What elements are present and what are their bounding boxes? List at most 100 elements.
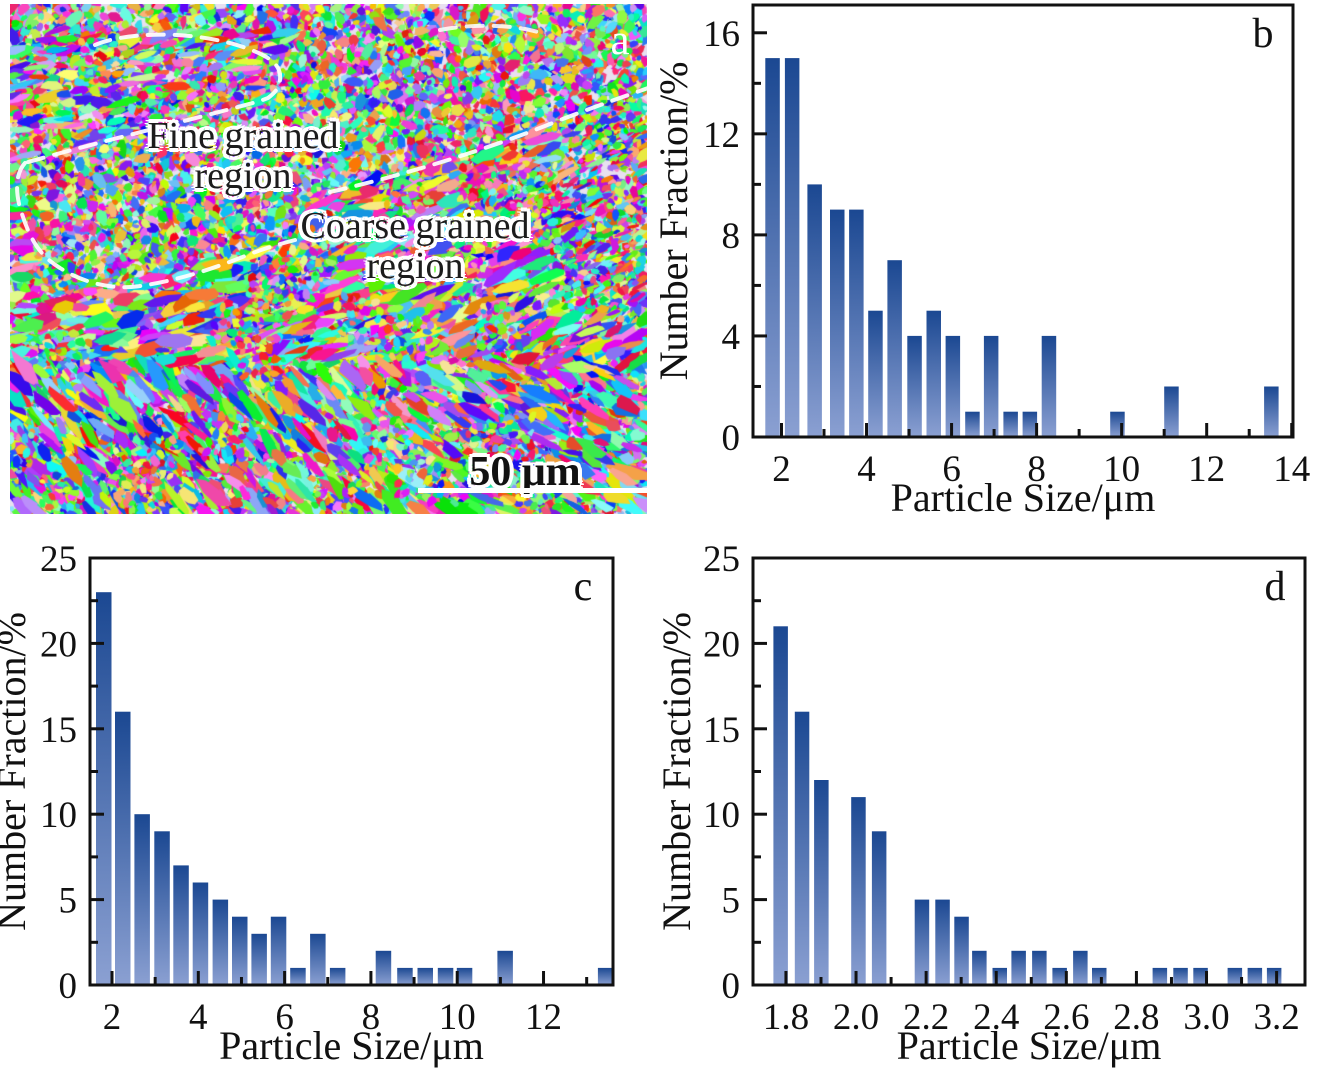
histogram-bar xyxy=(887,260,902,437)
histogram-bar xyxy=(1193,967,1208,985)
x-axis-label: Particle Size/μm xyxy=(891,475,1156,520)
y-tick-label: 15 xyxy=(703,710,740,751)
y-tick-label: 5 xyxy=(59,881,78,922)
histogram-bar xyxy=(1092,967,1107,985)
histogram-bar xyxy=(992,967,1007,985)
histogram-bar xyxy=(773,626,788,985)
histogram-bar xyxy=(945,335,961,437)
x-tick-label: 3.2 xyxy=(1253,997,1299,1038)
histogram-bar xyxy=(1041,335,1057,437)
histogram-bar xyxy=(1164,386,1179,437)
histogram-bar xyxy=(1173,967,1188,985)
histogram-bar xyxy=(497,950,513,985)
histogram-bar xyxy=(907,335,922,437)
fine-region-boundary-top-dashes xyxy=(438,23,540,34)
histogram-bar xyxy=(1011,950,1026,985)
histogram-bar xyxy=(765,58,780,437)
x-tick-label: 12 xyxy=(525,997,562,1038)
y-tick-label: 20 xyxy=(703,624,740,665)
histogram-bar xyxy=(954,916,969,985)
histogram-bar xyxy=(212,899,229,985)
x-tick-label: 10 xyxy=(439,997,476,1038)
histogram-bar xyxy=(807,184,822,437)
x-tick-label: 2.4 xyxy=(973,997,1019,1038)
y-tick-label: 10 xyxy=(40,795,77,836)
histogram-bar xyxy=(1073,950,1088,985)
y-tick-label: 8 xyxy=(722,216,741,257)
fine-region-boundary-top-arc xyxy=(23,32,283,165)
x-tick-label: 2.0 xyxy=(833,997,879,1038)
histogram-bar xyxy=(1247,967,1263,985)
y-tick-label: 0 xyxy=(59,966,78,1007)
histogram-bar xyxy=(251,933,267,985)
x-tick-label: 2 xyxy=(103,997,122,1038)
panel-letter-a: a xyxy=(610,17,630,64)
x-tick-label: 10 xyxy=(1103,449,1140,490)
y-tick-label: 16 xyxy=(703,14,740,55)
histogram-bar xyxy=(375,950,392,985)
histogram-bar xyxy=(1022,411,1038,437)
y-tick-label: 4 xyxy=(722,317,741,358)
histogram-bar xyxy=(154,831,170,985)
coarse-label-line2: region xyxy=(366,245,464,288)
x-tick-label: 2.6 xyxy=(1043,997,1089,1038)
plot-frame xyxy=(751,556,1307,987)
histogram-bar xyxy=(1264,386,1279,437)
histogram-bar xyxy=(192,882,209,985)
histogram-bar xyxy=(310,933,326,985)
y-axis-label: Number Fraction/% xyxy=(660,62,696,381)
histogram-bar xyxy=(1227,967,1243,985)
histogram-bar xyxy=(597,967,614,985)
y-tick-label: 20 xyxy=(40,624,77,665)
x-tick-label: 14 xyxy=(1273,449,1310,490)
histogram-bar xyxy=(871,831,887,985)
x-tick-label: 12 xyxy=(1188,449,1225,490)
x-tick-label: 2 xyxy=(772,449,791,490)
fine-region-boundary-lower-diagonal xyxy=(328,86,647,194)
histogram-bar xyxy=(784,58,800,437)
histogram-bar xyxy=(972,950,987,985)
x-tick-label: 2.2 xyxy=(903,997,949,1038)
y-tick-label: 10 xyxy=(703,795,740,836)
histogram-bar xyxy=(417,967,433,985)
histogram-bar xyxy=(232,916,248,985)
x-tick-label: 6 xyxy=(942,449,961,490)
histogram-bar xyxy=(270,916,287,985)
histogram-bar xyxy=(1003,411,1018,437)
histogram-bar xyxy=(1052,967,1067,985)
histogram-bar xyxy=(1266,967,1282,985)
histogram-bar xyxy=(868,310,883,437)
scale-bar-line xyxy=(418,488,648,493)
histogram-bar xyxy=(1152,967,1168,985)
y-tick-label: 15 xyxy=(40,710,77,751)
fine-region-boundary-left-loop xyxy=(15,161,297,290)
histogram-bar xyxy=(1032,950,1047,985)
y-tick-label: 0 xyxy=(722,966,741,1007)
histogram-bar xyxy=(329,967,346,985)
histogram-bar xyxy=(830,209,845,437)
x-axis-label: Particle Size/μm xyxy=(897,1023,1162,1068)
histogram-bar xyxy=(96,592,112,985)
y-tick-label: 12 xyxy=(703,115,740,156)
panel-letter-b: b xyxy=(1253,11,1274,57)
histogram-bar xyxy=(437,967,454,985)
panel-letter-d: d xyxy=(1265,564,1286,610)
histogram-bar xyxy=(290,967,306,985)
coarse-label-line1: Coarse grained xyxy=(300,205,530,247)
plot-frame xyxy=(751,3,1295,439)
y-tick-label: 0 xyxy=(722,418,741,459)
histogram-bar xyxy=(935,899,950,985)
histogram-bar xyxy=(926,310,941,437)
histogram-svg-d: 1.8 2.0 2.2 2.4 2.6 2.8 3.0 3.2 0 5 10 15 20 25 Partic… xyxy=(654,539,1307,1068)
x-axis-label: Particle Size/μm xyxy=(219,1023,484,1068)
histogram-bar xyxy=(115,711,131,985)
histogram-bar xyxy=(914,899,930,985)
histogram-bar xyxy=(849,209,864,437)
x-tick-label: 3.0 xyxy=(1183,997,1229,1038)
histogram-panel-c: 2 4 6 8 10 12 0 5 10 15 20 25 Particle Size/μm Number… xyxy=(0,530,660,1068)
histogram-bar xyxy=(814,780,829,985)
y-tick-label: 25 xyxy=(703,539,740,580)
x-tick-label: 8 xyxy=(1027,449,1046,490)
fine-grained-region-label: Fine grained region xyxy=(93,116,393,197)
